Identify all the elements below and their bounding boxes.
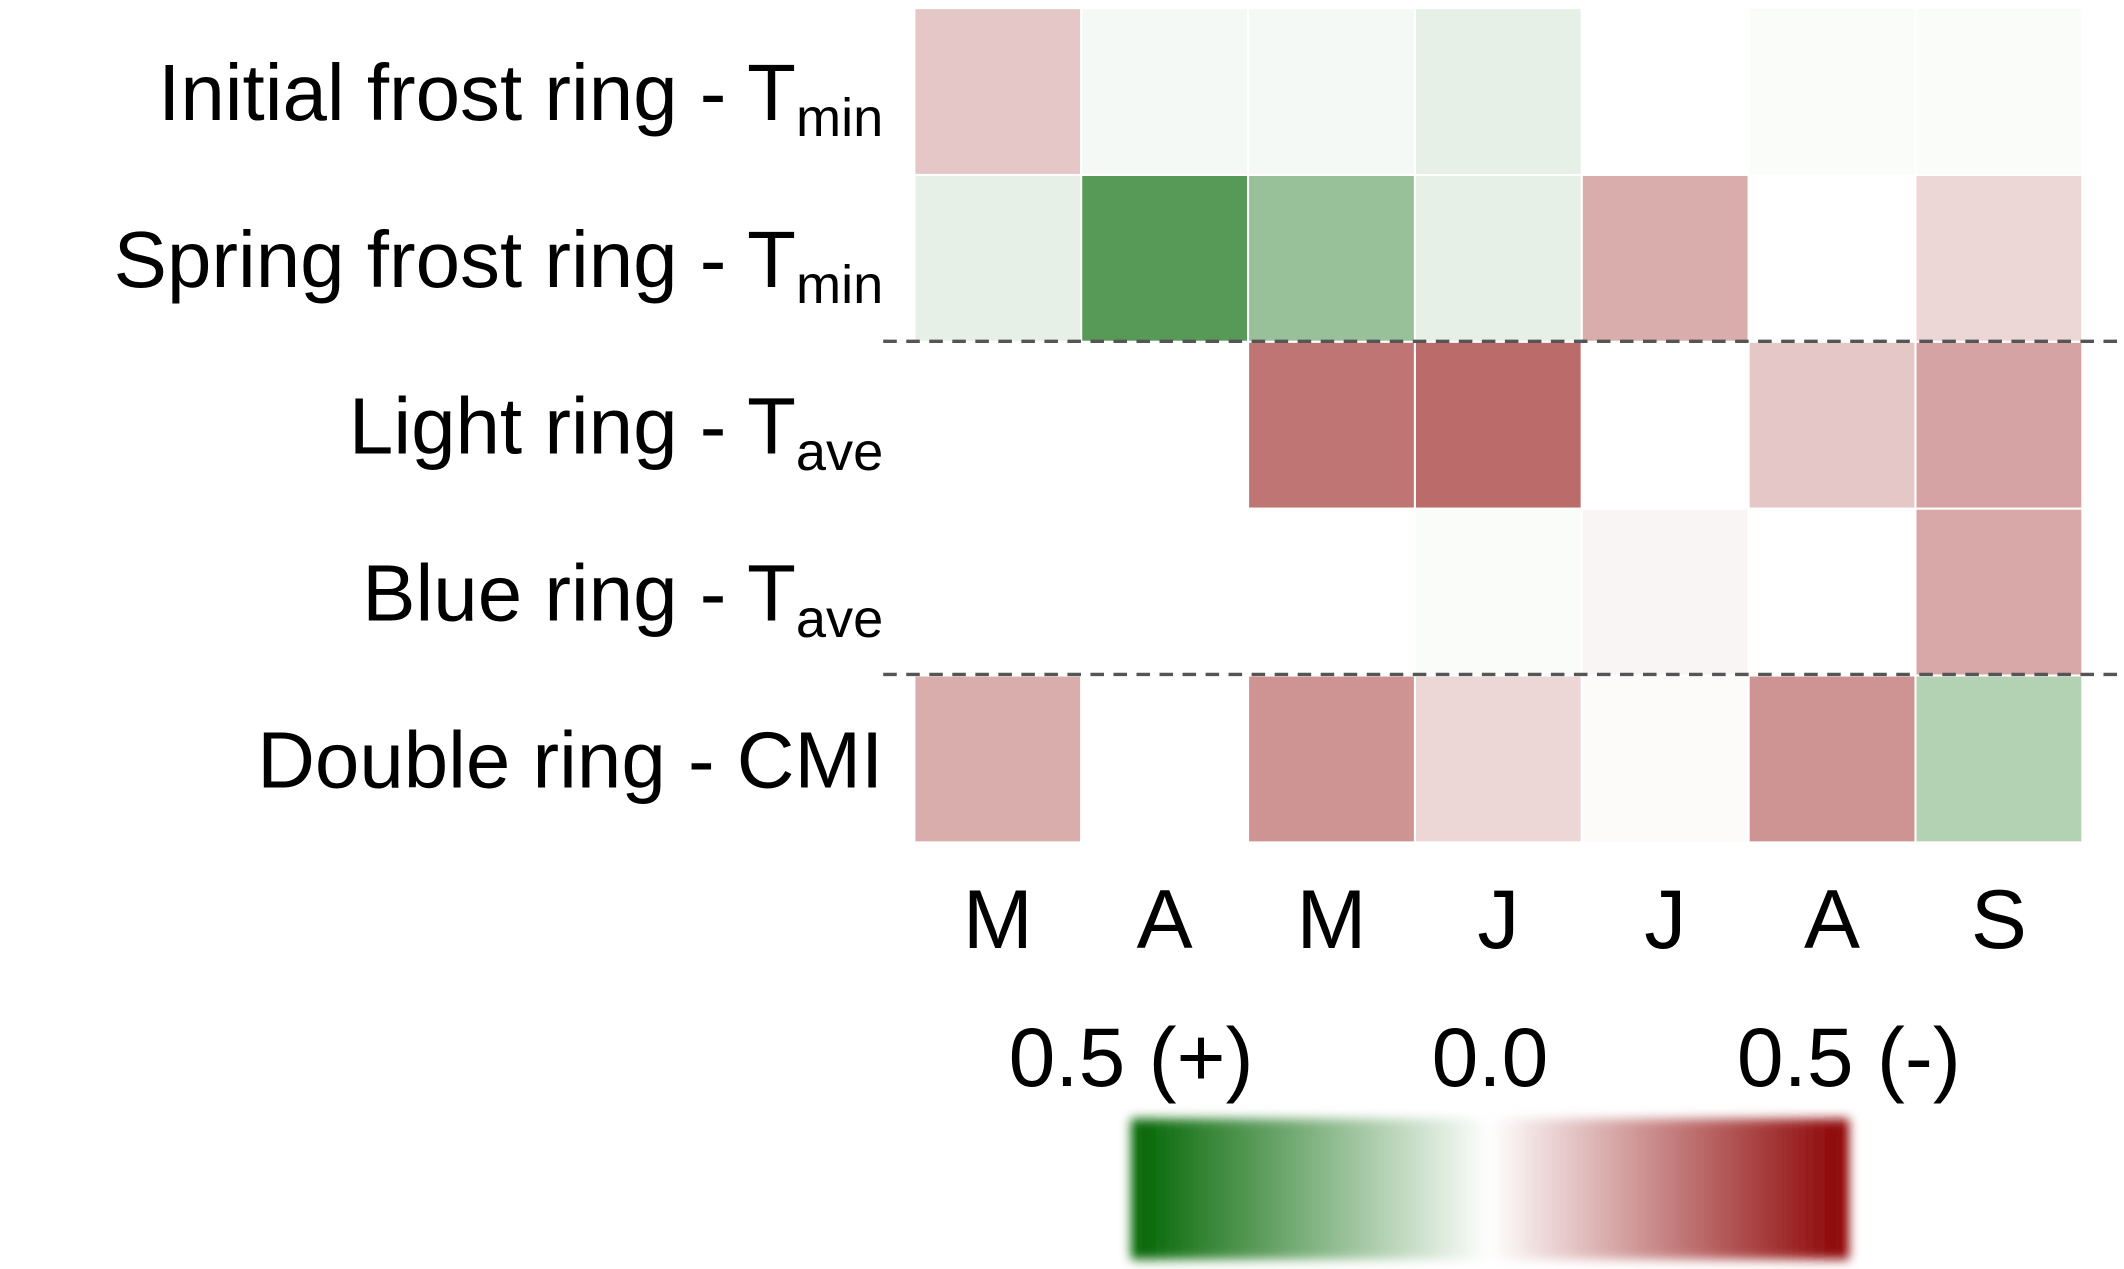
heatmap-cell — [1580, 7, 1750, 176]
heatmap-cell — [1247, 173, 1416, 343]
row-label-main: Blue ring - T — [362, 549, 796, 638]
x-tick-label: A — [1804, 872, 1860, 966]
row-label-main: Light ring - T — [349, 382, 796, 471]
heatmap-cell — [1580, 340, 1750, 510]
row-label-main: Initial frost ring - T — [158, 48, 796, 137]
heatmap-cell — [1914, 507, 2084, 677]
heatmap-cell — [1247, 507, 1416, 677]
heatmap-cell — [1580, 674, 1750, 844]
x-tick-label: M — [963, 872, 1033, 966]
heatmap-cell — [1914, 7, 2084, 176]
heatmap-cell — [1914, 340, 2084, 510]
heatmap-cell — [913, 507, 1083, 677]
heatmap-cell — [1747, 7, 1917, 176]
row-label: Spring frost ring - Tmin — [114, 215, 884, 315]
heatmap-cell — [1080, 173, 1250, 343]
row-label-subscript: ave — [796, 422, 883, 482]
heatmap-cell — [1247, 340, 1416, 510]
heatmap-cell — [1413, 674, 1583, 844]
heatmap-cell — [1080, 340, 1250, 510]
heatmap-cell — [1747, 507, 1917, 677]
row-label-subscript: ave — [796, 589, 883, 649]
heatmap-cell — [1413, 7, 1583, 176]
heatmap-cell — [1747, 173, 1917, 343]
heatmap-cell — [1914, 173, 2084, 343]
row-label-main: Double ring - CMI — [257, 715, 883, 804]
colorbar-tick-label: 0.5 (-) — [1737, 1010, 1961, 1104]
heatmap-cell — [1914, 674, 2084, 844]
x-tick-label: A — [1137, 872, 1193, 966]
heatmap-cell — [913, 7, 1083, 176]
x-tick-label: J — [1644, 872, 1686, 966]
heatmap-cell — [1413, 173, 1583, 343]
row-label-main: Spring frost ring - T — [114, 215, 796, 304]
colorbar-tick-label: 0.5 (+) — [1009, 1010, 1254, 1104]
heatmap-cell — [913, 340, 1083, 510]
heatmap-cell — [1247, 674, 1416, 844]
x-tick-label: S — [1971, 872, 2027, 966]
heatmap-cell — [913, 173, 1083, 343]
colorbar-tick-label: 0.0 — [1432, 1010, 1549, 1104]
heatmap-cell — [913, 674, 1083, 844]
heatmap-cell — [1580, 173, 1750, 343]
row-label-subscript: min — [796, 255, 883, 315]
row-label: Initial frost ring - Tmin — [158, 48, 883, 148]
x-tick-label: J — [1477, 872, 1519, 966]
heatmap-cell — [1247, 7, 1416, 176]
heatmap-cell — [1747, 340, 1917, 510]
heatmap-cell — [1080, 674, 1250, 844]
x-tick-label: M — [1297, 872, 1367, 966]
heatmap-cell — [1747, 674, 1917, 844]
heatmap-cell — [1413, 507, 1583, 677]
row-label-subscript: min — [796, 88, 883, 148]
heatmap — [913, 7, 2084, 844]
heatmap-cell — [1080, 7, 1250, 176]
colorbar — [1131, 1118, 1849, 1260]
row-label: Double ring - CMI — [257, 715, 883, 804]
heatmap-cell — [1580, 507, 1750, 677]
row-label: Blue ring - Tave — [362, 549, 883, 649]
row-label: Light ring - Tave — [349, 382, 883, 482]
heatmap-cell — [1413, 340, 1583, 510]
heatmap-cell — [1080, 507, 1250, 677]
